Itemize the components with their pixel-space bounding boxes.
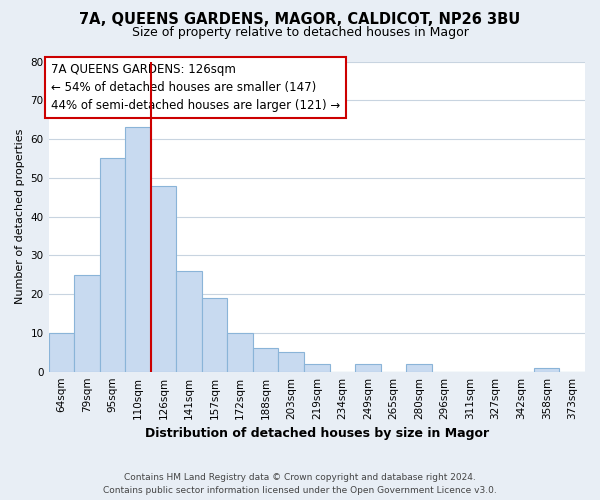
Bar (74, 274, 100, 372)
Y-axis label: Number of detached properties: Number of detached properties (15, 129, 25, 304)
Bar (227, 333, 253, 372)
Bar (176, 271, 202, 372)
Text: 7A, QUEENS GARDENS, MAGOR, CALDICOT, NP26 3BU: 7A, QUEENS GARDENS, MAGOR, CALDICOT, NP2… (79, 12, 521, 28)
Text: 7A QUEENS GARDENS: 126sqm
← 54% of detached houses are smaller (147)
44% of semi: 7A QUEENS GARDENS: 126sqm ← 54% of detac… (51, 63, 340, 112)
Bar (100, 158, 125, 372)
Text: Size of property relative to detached houses in Magor: Size of property relative to detached ho… (131, 26, 469, 39)
Bar (49, 333, 74, 372)
Bar (355, 364, 380, 372)
X-axis label: Distribution of detached houses by size in Magor: Distribution of detached houses by size … (145, 427, 489, 440)
Bar (278, 352, 304, 372)
Bar (125, 128, 151, 372)
Bar (406, 364, 432, 372)
Bar (534, 368, 559, 372)
Bar (304, 364, 329, 372)
Text: Contains HM Land Registry data © Crown copyright and database right 2024.
Contai: Contains HM Land Registry data © Crown c… (103, 474, 497, 495)
Bar (202, 298, 227, 372)
Bar (253, 348, 278, 372)
Bar (151, 186, 176, 372)
